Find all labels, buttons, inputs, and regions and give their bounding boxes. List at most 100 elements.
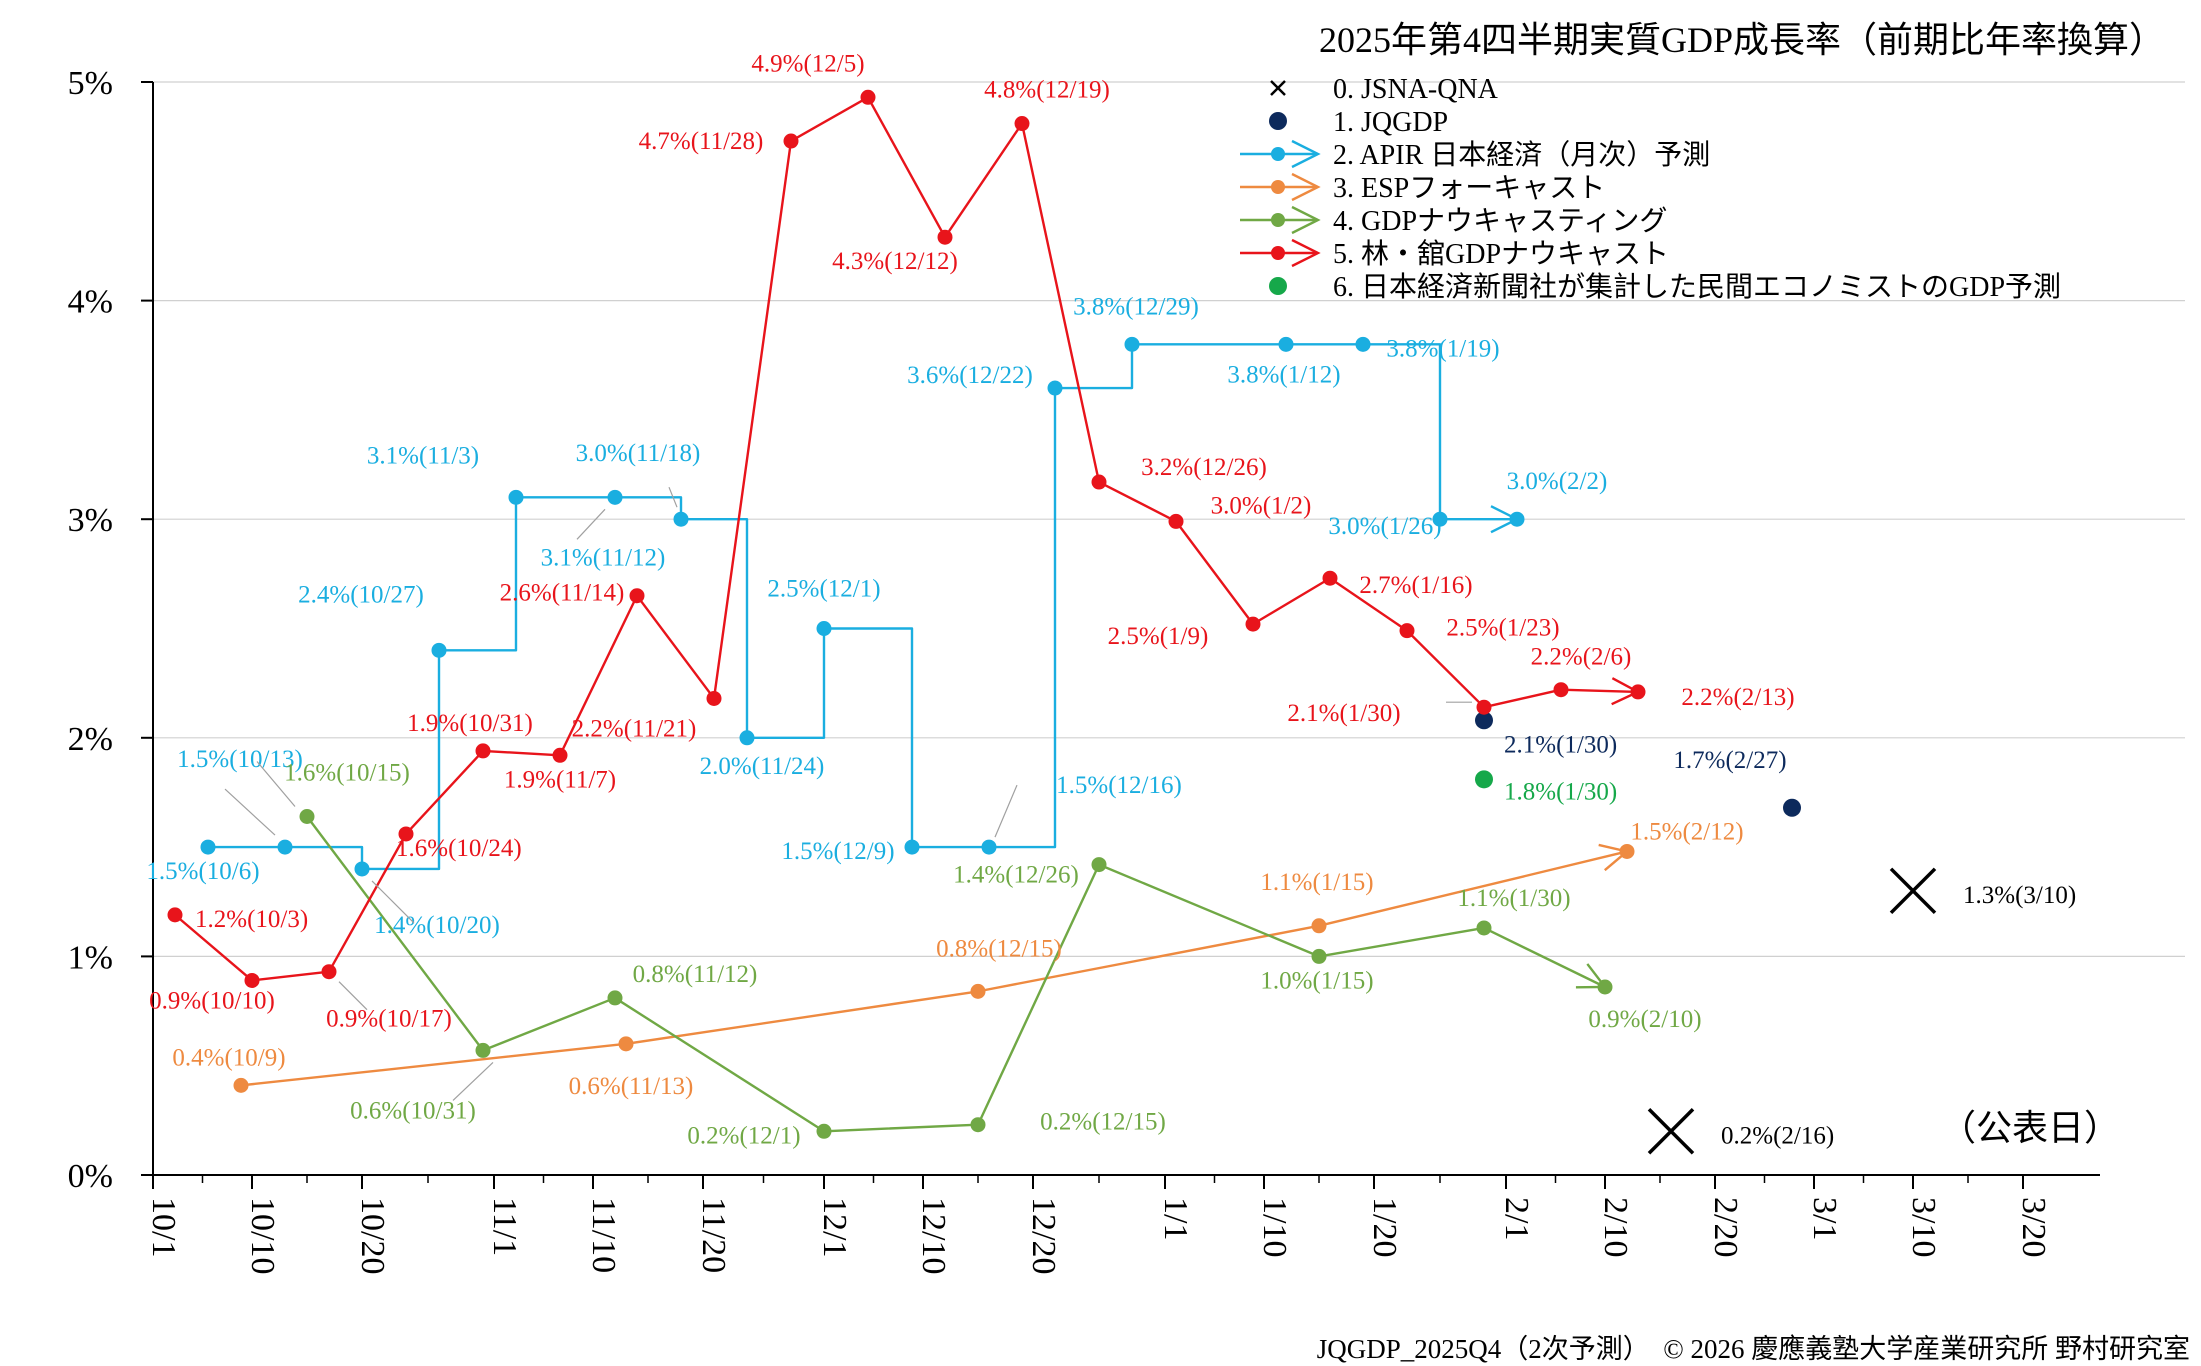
- x-tick-label: 12/20: [1025, 1197, 1062, 1274]
- data-label: 3.2%(12/26): [1141, 454, 1267, 481]
- data-label: 2.2%(11/21): [572, 715, 697, 742]
- data-point: [1399, 623, 1415, 639]
- data-point: [475, 743, 491, 759]
- data-point: [816, 621, 832, 636]
- data-label: 2.2%(2/6): [1531, 644, 1632, 671]
- series-1: [1475, 711, 1801, 817]
- x-tick-label: 1/20: [1366, 1197, 1403, 1257]
- data-label: 0.9%(10/10): [149, 987, 275, 1014]
- legend-dot-icon: [1269, 277, 1287, 295]
- series-line: [240, 850, 1628, 1087]
- data-point: [1278, 336, 1294, 352]
- leader-line: [256, 761, 296, 807]
- data-label: 1.4%(10/20): [374, 912, 500, 939]
- chart-title: 2025年第4四半期実質GDP成長率（前期比年率換算）: [1319, 20, 2165, 60]
- legend-cross-icon: [1270, 80, 1286, 96]
- data-label: 2.2%(2/13): [1681, 684, 1794, 711]
- series-line: [174, 96, 1639, 982]
- data-label: 0.8%(11/12): [633, 961, 758, 988]
- legend-item-6: 6. 日本経済新聞社が集計した民間エコノミストのGDP予測: [1269, 271, 2061, 303]
- data-label: 3.8%(12/29): [1073, 293, 1199, 320]
- data-label: 1.4%(12/26): [953, 862, 1079, 889]
- legend-item-3: 3. ESPフォーキャスト: [1240, 172, 1605, 204]
- data-label: 3.0%(2/2): [1507, 468, 1608, 495]
- data-label: 1.3%(3/10): [1963, 882, 2076, 909]
- data-label: 0.6%(10/31): [350, 1097, 476, 1124]
- data-point: [1047, 380, 1063, 396]
- series-3: [233, 843, 1635, 1093]
- leader-line: [338, 981, 368, 1011]
- x-tick-label: 11/10: [585, 1197, 622, 1273]
- legend-dot-icon: [1271, 147, 1285, 161]
- data-point: [1475, 711, 1493, 730]
- data-point: [1014, 116, 1030, 132]
- legend-dot-icon: [1271, 180, 1285, 194]
- legend-label: 4. GDPナウキャスティング: [1333, 205, 1667, 237]
- data-label: 4.9%(12/5): [751, 50, 864, 77]
- data-point: [1091, 474, 1107, 490]
- legend-label: 0. JSNA-QNA: [1333, 74, 1499, 105]
- data-point: [970, 1117, 986, 1133]
- x-tick-label: 12/10: [915, 1197, 952, 1274]
- data-point: [618, 1036, 634, 1052]
- y-tick-label: 5%: [68, 65, 113, 102]
- legend-label: 2. APIR 日本経済（月次）予測: [1333, 139, 1710, 171]
- data-point: [1475, 770, 1493, 789]
- data-point: [981, 839, 997, 855]
- data-point: [1432, 511, 1448, 527]
- data-point: [706, 690, 722, 706]
- data-point: [816, 1123, 832, 1139]
- data-label: 3.1%(11/3): [367, 442, 479, 469]
- data-label: 4.7%(11/28): [639, 128, 764, 155]
- axes: 0% 1% 2% 3% 4% 5% 10/1 10/10 10/20 11/1 11/10 11/20…: [68, 65, 2100, 1274]
- x-tick-label: 11/1: [486, 1197, 523, 1256]
- y-tick-label: 2%: [68, 721, 113, 758]
- legend-item-1: 1. JQGDP: [1269, 107, 1448, 138]
- data-point: [1168, 513, 1184, 529]
- data-point: [398, 826, 414, 842]
- legend-dot-icon: [1271, 246, 1285, 260]
- chart-footer: JQGDP_2025Q4（2次予測） © 2026 慶應義塾大学産業研究所 野村…: [1317, 1334, 2190, 1364]
- data-label: 1.9%(11/7): [504, 766, 616, 793]
- y-tick-label: 0%: [68, 1158, 113, 1195]
- data-label: 3.8%(1/12): [1227, 361, 1340, 388]
- data-point: [1553, 682, 1569, 698]
- data-label: 0.8%(12/15): [936, 935, 1062, 962]
- x-tick-label: 10/1: [145, 1197, 182, 1257]
- data-point-cross: [1647, 1108, 1695, 1155]
- legend-dot-icon: [1269, 112, 1287, 130]
- series-arrowhead: [1291, 205, 1321, 235]
- data-label: 0.2%(2/16): [1721, 1122, 1834, 1149]
- data-point: [970, 983, 986, 999]
- x-tick-label: 1/10: [1256, 1197, 1293, 1257]
- data-point: [1124, 336, 1140, 352]
- data-label: 1.8%(1/30): [1504, 778, 1617, 805]
- x-tick-label: 10/10: [244, 1197, 281, 1274]
- data-label: 2.1%(1/30): [1504, 731, 1617, 758]
- data-point: [1509, 511, 1525, 527]
- legend-item-2: 2. APIR 日本経済（月次）予測: [1240, 139, 1710, 171]
- x-tick-label: 1/1: [1157, 1197, 1194, 1240]
- x-tick-label: 3/1: [1806, 1197, 1843, 1240]
- series: [167, 89, 1937, 1155]
- y-tick-label: 4%: [68, 284, 113, 321]
- data-point: [1476, 920, 1492, 936]
- data-point: [431, 642, 447, 658]
- data-point: [904, 839, 920, 855]
- data-point: [244, 972, 260, 988]
- data-labels: 0.2%(2/16) 1.3%(3/10) 2.1%(1/30) 1.7%(2/27)…: [146, 50, 2076, 1149]
- legend-label: 6. 日本経済新聞社が集計した民間エコノミストのGDP予測: [1333, 271, 2061, 303]
- y-tick-label: 3%: [68, 502, 113, 539]
- data-label: 0.2%(12/15): [1040, 1109, 1166, 1136]
- x-tick-label: 11/20: [695, 1197, 732, 1273]
- data-point: [739, 730, 755, 746]
- data-point: [607, 990, 623, 1006]
- data-label: 0.9%(10/17): [326, 1006, 452, 1033]
- data-point: [552, 747, 568, 763]
- data-label: 1.5%(10/6): [146, 858, 259, 885]
- data-point: [354, 861, 370, 877]
- data-label: 1.6%(10/24): [396, 835, 522, 862]
- x-tick-label: 10/20: [354, 1197, 391, 1274]
- leader-line: [668, 486, 678, 508]
